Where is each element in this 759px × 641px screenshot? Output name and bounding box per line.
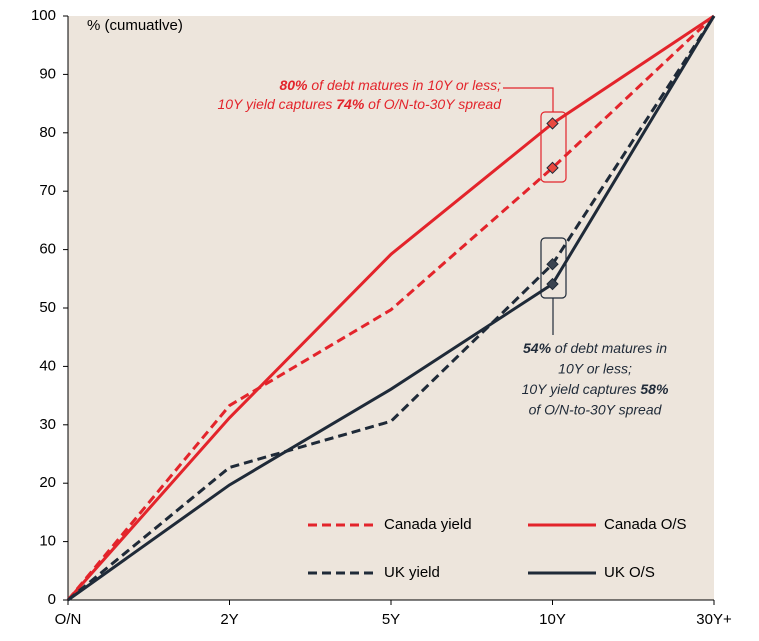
annotation-segment: of debt matures in 10Y or less; — [307, 77, 501, 93]
y-tick-label: 50 — [39, 299, 56, 316]
annotation-text: 10Y or less; — [558, 360, 632, 376]
annotation-segment: 10Y yield captures — [522, 381, 641, 397]
y-tick-label: 80 — [39, 124, 56, 141]
x-tick-label: 10Y — [539, 611, 566, 628]
y-tick-label: 10 — [39, 533, 56, 550]
data-marker — [546, 257, 559, 271]
annotation-segment: 80% — [279, 77, 308, 93]
annotation-text: of O/N-to-30Y spread — [529, 401, 663, 417]
x-tick-label: 2Y — [220, 611, 238, 628]
y-tick-label: 100 — [31, 7, 56, 24]
legend-label: Canada yield — [384, 516, 472, 533]
data-marker — [546, 277, 559, 291]
annotation-leader — [503, 87, 554, 112]
y-tick-label: 60 — [39, 241, 56, 258]
annotation-segment: 10Y yield captures — [217, 96, 336, 112]
annotation: 80% of debt matures in 10Y or less; 10Y y… — [217, 77, 502, 112]
legend-label: UK O/S — [604, 564, 655, 581]
y-tick-label: 90 — [39, 65, 56, 82]
x-tick-label: O/N — [55, 611, 82, 628]
annotation-segment: 10Y or less; — [558, 360, 632, 376]
annotation-text: 10Y yield captures 58% — [522, 381, 669, 397]
legend-label: Canada O/S — [604, 516, 687, 533]
annotation-segment: of O/N-to-30Y spread — [364, 96, 502, 112]
y-tick-label: 40 — [39, 357, 56, 374]
data-marker — [546, 161, 559, 175]
annotation-segment: 58% — [640, 381, 669, 397]
annotation-text: 10Y yield captures 74% of O/N-to-30Y spr… — [217, 96, 502, 112]
annotation-segment: 74% — [336, 96, 365, 112]
data-marker — [546, 117, 559, 130]
y-tick-label: 70 — [39, 182, 56, 199]
annotation-segment: 54% — [523, 340, 552, 356]
y-axis-label: % (cumuatlve) — [87, 17, 183, 34]
series-line — [66, 14, 715, 601]
series-line — [66, 14, 716, 601]
annotation-segment: of debt matures in — [551, 340, 667, 356]
x-tick-label: 5Y — [382, 611, 400, 628]
annotation-segment: of O/N-to-30Y spread — [529, 401, 663, 417]
legend-label: UK yield — [384, 564, 440, 581]
series-line — [67, 15, 716, 602]
y-tick-label: 30 — [39, 416, 56, 433]
y-tick-label: 20 — [39, 474, 56, 491]
annotation-text: 54% of debt matures in — [523, 340, 667, 356]
annotation: 54% of debt matures in 10Y or less; 10Y yi… — [522, 340, 669, 418]
series-line — [67, 15, 716, 602]
x-tick-label: 30Y+ — [696, 611, 732, 628]
annotation-text: 80% of debt matures in 10Y or less; — [279, 77, 501, 93]
y-tick-label: 0 — [48, 591, 56, 608]
